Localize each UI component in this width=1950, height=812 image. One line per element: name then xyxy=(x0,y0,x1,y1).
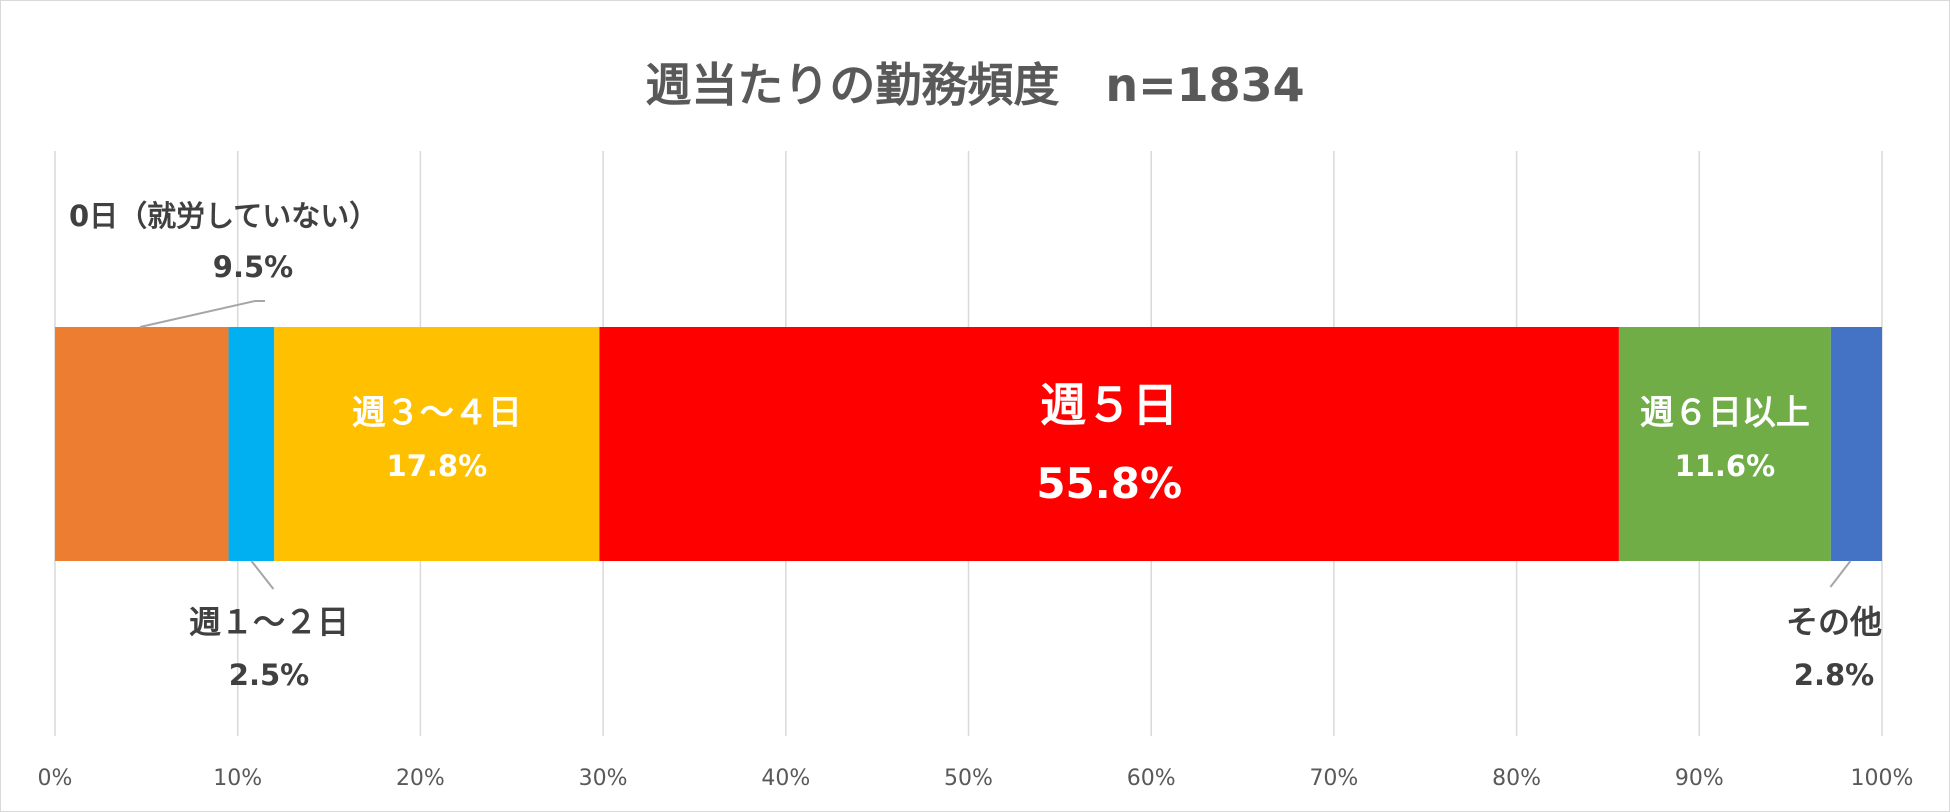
leader-days1_2 xyxy=(250,560,275,590)
bar-segment-other xyxy=(1830,327,1882,561)
leader-days0 xyxy=(139,300,265,328)
bar-segment-days3_4 xyxy=(274,327,600,561)
label-value-days5: 55.8% xyxy=(1036,459,1182,508)
bar-segment-days0 xyxy=(55,327,229,561)
x-tick-label-6: 60% xyxy=(1127,766,1176,791)
x-axis-ticks: 0% 10% 20% 30% 40% 50% 60% 70% 80% 90% 100% xyxy=(38,766,1914,791)
x-tick-label-7: 70% xyxy=(1309,766,1358,791)
label-value-days6plus: 11.6% xyxy=(1675,449,1776,483)
x-tick-label-8: 80% xyxy=(1492,766,1541,791)
label-value-days3_4: 17.8% xyxy=(387,449,488,483)
label-name-days0: 0日（就労していない） xyxy=(69,199,378,233)
x-tick-label-1: 10% xyxy=(213,766,262,791)
bar-segment-days1_2 xyxy=(228,327,275,561)
bar-segment-days5 xyxy=(599,327,1619,561)
leader-other xyxy=(1829,560,1852,588)
label-name-other: その他 xyxy=(1786,603,1882,641)
label-value-days0: 9.5% xyxy=(213,250,293,284)
label-name-days1_2: 週１～２日 xyxy=(189,603,349,641)
label-name-days3_4: 週３～４日 xyxy=(352,393,522,433)
x-tick-label-2: 20% xyxy=(396,766,445,791)
data-labels: 0日（就労していない） 9.5% 週１～２日 2.5% 週３～４日 17.8% 週５日 55.… xyxy=(69,199,1882,692)
x-tick-label-9: 90% xyxy=(1675,766,1724,791)
bar-segment-days6plus xyxy=(1618,327,1831,561)
x-tick-label-10: 100% xyxy=(1851,766,1914,791)
label-name-days5: 週５日 xyxy=(1040,378,1178,432)
label-value-other: 2.8% xyxy=(1794,658,1874,692)
label-name-days6plus: 週６日以上 xyxy=(1640,393,1810,433)
chart-title: 週当たりの勤務頻度 n=1834 xyxy=(645,58,1304,112)
x-tick-label-5: 50% xyxy=(944,766,993,791)
label-value-days1_2: 2.5% xyxy=(229,658,309,692)
stacked-bar xyxy=(55,327,1882,561)
x-tick-label-4: 40% xyxy=(761,766,810,791)
x-tick-label-0: 0% xyxy=(38,766,73,791)
leader-lines xyxy=(139,300,1852,590)
x-tick-label-3: 30% xyxy=(579,766,628,791)
